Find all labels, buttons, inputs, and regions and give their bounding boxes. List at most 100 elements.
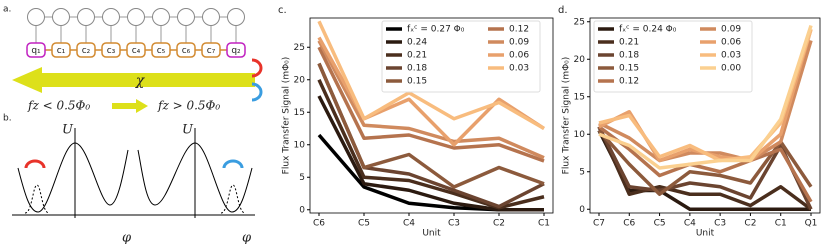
plot-frame bbox=[589, 17, 821, 214]
x-tick-label: Q1 bbox=[805, 219, 818, 229]
arrow bbox=[12, 67, 255, 93]
legend-label: 0.06 bbox=[509, 51, 529, 61]
series-line bbox=[597, 125, 813, 211]
node bbox=[202, 8, 220, 26]
panel-label: a. bbox=[3, 5, 11, 15]
element bbox=[151, 42, 171, 58]
x-tick-label: C3 bbox=[714, 219, 726, 229]
y-axis-label: Flux Transfer Signal (mΦ₀) bbox=[282, 57, 292, 175]
node bbox=[102, 8, 120, 26]
panel-label: b. bbox=[3, 114, 12, 124]
y-tick-label: 25 bbox=[294, 43, 305, 53]
arrow bbox=[112, 99, 148, 113]
condition: fz < 0.5Φ₀ bbox=[27, 99, 90, 113]
legend-label: 0.21 bbox=[619, 38, 639, 48]
series-line bbox=[598, 24, 813, 170]
axis-label: U bbox=[182, 123, 194, 138]
element bbox=[126, 42, 146, 58]
series-line bbox=[317, 20, 545, 131]
element-label: c₁ bbox=[57, 46, 66, 56]
potential bbox=[137, 142, 253, 213]
legend-box bbox=[381, 20, 541, 93]
series-line bbox=[597, 126, 813, 211]
element-label: c₆ bbox=[182, 46, 191, 56]
series-line bbox=[597, 129, 811, 211]
element-label: q₂ bbox=[231, 46, 241, 56]
series-line bbox=[317, 95, 544, 212]
x-tick-label: C5 bbox=[358, 219, 370, 229]
series-line bbox=[317, 39, 545, 160]
legend-label: fₓᶜ = 0.24 Φ₀ bbox=[619, 25, 677, 35]
legend-label: 0.18 bbox=[407, 64, 427, 74]
node bbox=[152, 8, 170, 26]
legend-label: 0.09 bbox=[509, 38, 529, 48]
axis-label: U bbox=[62, 123, 74, 138]
wavefunction bbox=[24, 184, 50, 214]
node bbox=[177, 8, 195, 26]
element-label: c₂ bbox=[82, 46, 91, 56]
y-tick-label: 15 bbox=[294, 108, 305, 118]
axis-label: φ bbox=[242, 231, 252, 246]
x-axis-label: Unit bbox=[422, 229, 441, 239]
legend-label: 0.24 bbox=[407, 38, 427, 48]
x-tick-label: C4 bbox=[403, 219, 415, 229]
wavefunction bbox=[220, 184, 246, 214]
legend-label: 0.12 bbox=[619, 77, 639, 87]
legend-label: 0.21 bbox=[407, 51, 427, 61]
legend-box bbox=[593, 20, 753, 93]
arrow-label: χ bbox=[135, 73, 146, 89]
y-tick-label: 5 bbox=[299, 173, 305, 183]
legend-label: 0.03 bbox=[509, 64, 529, 74]
node bbox=[227, 8, 245, 26]
legend-label: 0.03 bbox=[721, 51, 741, 61]
y-tick-label: 10 bbox=[294, 140, 306, 150]
x-tick-label: C1 bbox=[538, 219, 550, 229]
y-tick-label: 20 bbox=[294, 75, 306, 85]
rotation-icon bbox=[222, 159, 244, 169]
series-line bbox=[317, 46, 545, 163]
y-tick-label: 5 bbox=[579, 167, 585, 177]
y-tick-label: 0 bbox=[299, 205, 305, 215]
x-tick-label: C2 bbox=[744, 219, 756, 229]
x-tick-label: C4 bbox=[684, 219, 696, 229]
legend-label: 0.15 bbox=[407, 77, 427, 87]
y-tick-label: 20 bbox=[574, 55, 586, 65]
element-label: c₃ bbox=[107, 46, 116, 56]
potential bbox=[17, 142, 129, 213]
node bbox=[127, 8, 145, 26]
series-line bbox=[597, 129, 813, 196]
node bbox=[27, 8, 45, 26]
x-tick-label: C5 bbox=[654, 219, 666, 229]
panel-label: c. bbox=[278, 5, 287, 16]
x-tick-label: C7 bbox=[593, 219, 605, 229]
element bbox=[76, 42, 96, 58]
condition: fz > 0.5Φ₀ bbox=[157, 99, 220, 113]
series-line bbox=[597, 125, 813, 203]
y-tick-label: 0 bbox=[579, 205, 585, 215]
element bbox=[176, 42, 196, 58]
x-tick-label: C3 bbox=[448, 219, 460, 229]
legend-label: 0.06 bbox=[721, 38, 741, 48]
x-tick-label: C1 bbox=[775, 219, 787, 229]
schematic: a. χ b. fz < 0.5Φ₀ fz > 0.5Φ₀ U φ U φ bbox=[3, 5, 263, 246]
element bbox=[26, 42, 46, 58]
y-axis-label: Flux Transfer Signal (mΦ₀) bbox=[562, 57, 572, 175]
rotation-icon bbox=[24, 159, 46, 169]
legend-label: 0.18 bbox=[619, 51, 639, 61]
element-label: c₅ bbox=[157, 46, 166, 56]
element bbox=[101, 42, 121, 58]
element-label: q₁ bbox=[31, 46, 41, 56]
x-tick-label: C2 bbox=[493, 219, 505, 229]
x-axis-label: Unit bbox=[696, 229, 715, 239]
panel-label: d. bbox=[558, 5, 568, 16]
y-tick-label: 25 bbox=[574, 17, 585, 27]
node bbox=[77, 8, 95, 26]
rotation-icon bbox=[251, 82, 263, 102]
element bbox=[51, 42, 71, 58]
element bbox=[226, 42, 246, 58]
element-label: c₇ bbox=[207, 46, 216, 56]
element bbox=[201, 42, 221, 58]
legend-label: fₓᶜ = 0.27 Φ₀ bbox=[407, 25, 465, 35]
series-line bbox=[317, 62, 545, 189]
